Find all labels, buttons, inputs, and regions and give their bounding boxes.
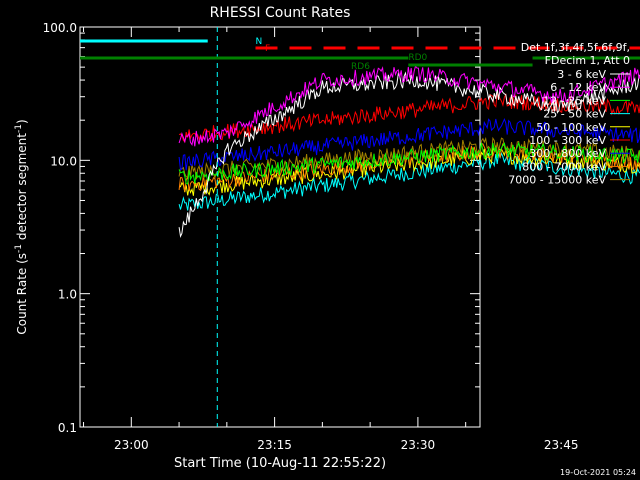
- x-tick-label: 23:30: [401, 438, 436, 452]
- legend-label: 25 - 50 keV: [543, 108, 606, 121]
- y-axis-label-sup1: -1: [14, 244, 24, 253]
- y-tick-label: 10.0: [50, 154, 77, 168]
- y-tick-label: 1.0: [58, 288, 77, 302]
- annotations: NF RD6 RD0: [80, 27, 640, 427]
- y-tick-label: 100.0: [43, 21, 77, 35]
- series-line: [178, 136, 640, 180]
- legend-header-1: Det 1f,3f,4f,5f,6f,9f,: [521, 41, 630, 54]
- x-tick-label: 23:00: [114, 438, 149, 452]
- y-axis-label-main: Count Rate (s: [15, 253, 29, 335]
- legend-header-2: FDecim 1, Att 0: [545, 54, 630, 67]
- legend-label: 300 - 800 keV: [529, 147, 606, 160]
- y-tick-label: 0.1: [58, 421, 77, 435]
- flare-label: F: [265, 44, 270, 54]
- legend-label: 3 - 6 keV: [557, 68, 606, 81]
- x-tick-label: 23:15: [257, 438, 292, 452]
- legend-label: 100 - 300 keV: [529, 134, 606, 147]
- footer-timestamp: 19-Oct-2021 05:24: [560, 468, 636, 477]
- y-axis-label-end: ): [15, 119, 29, 124]
- y-axis-label-mid: detector segment: [15, 133, 29, 244]
- y-axis-label-sup2: -1: [14, 124, 24, 133]
- series-line: [178, 65, 640, 147]
- plot-area: [178, 65, 640, 239]
- legend-label: 7000 - 15000 keV: [508, 174, 606, 187]
- x-axis-label: Start Time (10-Aug-11 22:55:22): [174, 456, 386, 471]
- legend-label: 50 - 100 keV: [536, 121, 606, 134]
- legend-label: 800 - 7000 keV: [522, 160, 606, 173]
- series-line: [178, 141, 640, 185]
- y-axis: 0.1 1.0 10.0 100.0: [43, 21, 480, 435]
- legend: Det 1f,3f,4f,5f,6f,9f, FDecim 1, Att 0 3…: [508, 41, 630, 187]
- x-tick-label: 23:45: [544, 438, 579, 452]
- y-axis-label: Count Rate (s-1 detector segment-1): [14, 119, 29, 334]
- legend-label: 12 - 25 keV: [543, 94, 606, 107]
- plot-frame: [79, 26, 481, 428]
- night-label: N: [255, 37, 262, 47]
- rd0-label: RD0: [408, 53, 427, 63]
- rd6-label: RD6: [351, 62, 370, 72]
- legend-label: 6 - 12 keV: [550, 81, 606, 94]
- series-line: [178, 151, 640, 211]
- series-line: [178, 117, 640, 171]
- chart-title: RHESSI Count Rates: [210, 5, 351, 21]
